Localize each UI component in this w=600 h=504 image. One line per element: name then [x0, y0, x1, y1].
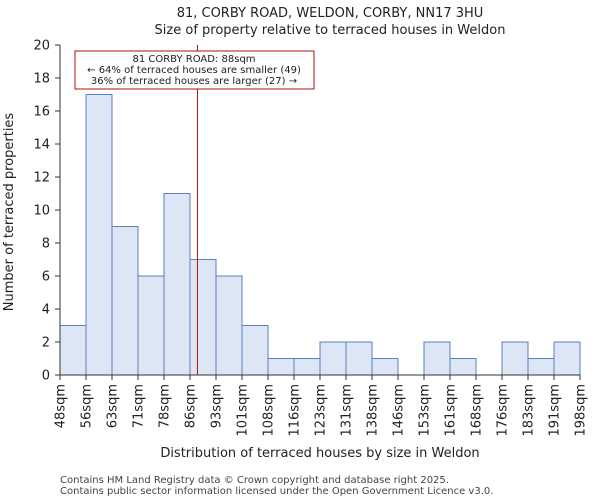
- histogram-bar: [501, 341, 529, 376]
- histogram-bar: [267, 358, 295, 376]
- x-tick-label: 86sqm: [184, 384, 199, 428]
- x-tick-label: 71sqm: [132, 384, 147, 428]
- x-tick-label: 101sqm: [236, 384, 251, 437]
- y-tick-label: 0: [42, 369, 50, 384]
- x-tick-label: 191sqm: [548, 384, 563, 437]
- histogram-bar: [319, 341, 347, 376]
- x-tick-label: 176sqm: [496, 384, 511, 437]
- histogram-bar: [59, 325, 87, 376]
- histogram-bar: [423, 341, 451, 376]
- footer-line-1: Contains HM Land Registry data © Crown c…: [60, 475, 449, 486]
- annotation-box: 81 CORBY ROAD: 88sqm ← 64% of terraced h…: [74, 50, 315, 90]
- x-tick-label: 146sqm: [392, 384, 407, 437]
- y-tick-label: 16: [33, 105, 50, 120]
- x-axis-title: Distribution of terraced houses by size …: [160, 446, 479, 461]
- histogram-bar: [215, 275, 243, 376]
- chart-title: 81, CORBY ROAD, WELDON, CORBY, NN17 3HU: [177, 6, 484, 21]
- x-ticks-group: 48sqm 56sqm 63sqm 71sqm 78sqm 86sqm 93sqm 101sq…: [54, 375, 589, 437]
- x-tick-label: 56sqm: [80, 384, 95, 428]
- y-axis-title: Number of terraced properties: [2, 113, 17, 312]
- histogram-bar: [449, 358, 477, 376]
- annotation-line-3: 36% of terraced houses are larger (27) →: [91, 76, 297, 87]
- y-tick-label: 6: [42, 270, 50, 285]
- annotation-line-1: 81 CORBY ROAD: 88sqm: [132, 54, 255, 65]
- x-tick-label: 183sqm: [522, 384, 537, 437]
- y-tick-label: 14: [33, 138, 50, 153]
- histogram-bar: [137, 275, 165, 376]
- x-tick-label: 116sqm: [288, 384, 303, 437]
- y-tick-label: 8: [42, 237, 50, 252]
- histogram-bar: [371, 358, 399, 376]
- x-tick-label: 108sqm: [262, 384, 277, 437]
- histogram-bar: [111, 226, 139, 376]
- x-tick-label: 131sqm: [340, 384, 355, 437]
- x-tick-label: 93sqm: [210, 384, 225, 428]
- y-tick-label: 2: [42, 336, 50, 351]
- y-tick-label: 12: [33, 171, 50, 186]
- x-tick-label: 63sqm: [106, 384, 121, 428]
- histogram-bar: [189, 259, 217, 376]
- annotation-frame: [74, 50, 315, 90]
- y-tick-label: 20: [33, 39, 50, 54]
- y-tick-label: 10: [33, 204, 50, 219]
- y-tick-label: 4: [42, 303, 50, 318]
- y-tick-label: 18: [33, 72, 50, 87]
- histogram-bar: [293, 358, 321, 376]
- histogram-bar: [163, 193, 191, 376]
- x-tick-label: 161sqm: [444, 384, 459, 437]
- bars-group: [59, 94, 581, 376]
- x-tick-label: 123sqm: [314, 384, 329, 437]
- histogram-bar: [345, 341, 373, 376]
- histogram-bar: [527, 358, 555, 376]
- histogram-bar: [85, 94, 113, 376]
- x-tick-label: 168sqm: [470, 384, 485, 437]
- x-tick-label: 48sqm: [54, 384, 69, 428]
- chart-subtitle: Size of property relative to terraced ho…: [155, 23, 506, 38]
- x-tick-label: 198sqm: [574, 384, 589, 437]
- footer-line-2: Contains public sector information licen…: [60, 486, 493, 497]
- histogram-bar: [241, 325, 269, 376]
- x-tick-label: 78sqm: [158, 384, 173, 428]
- y-ticks-group: 0 2 4 6 8 10 12 14 16 18 20: [33, 39, 60, 384]
- x-tick-label: 153sqm: [418, 384, 433, 437]
- x-tick-label: 138sqm: [366, 384, 381, 437]
- histogram-bar: [553, 341, 581, 376]
- annotation-line-2: ← 64% of terraced houses are smaller (49…: [87, 65, 301, 76]
